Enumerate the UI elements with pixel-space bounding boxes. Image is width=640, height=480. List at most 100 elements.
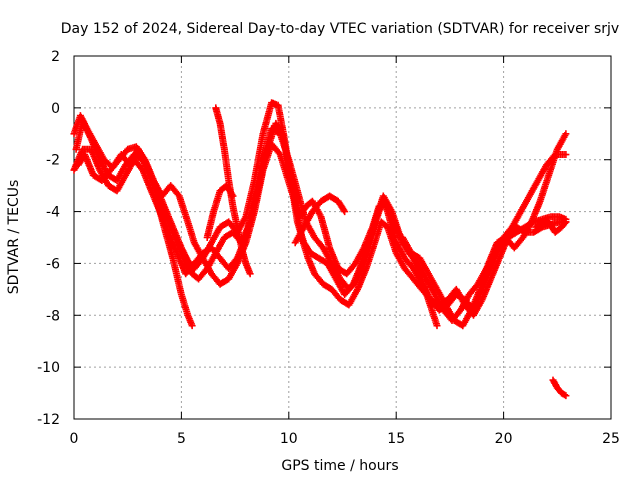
y-axis-label: SDTVAR / TECUs [6, 180, 22, 295]
data-point [308, 199, 324, 216]
data-point [225, 256, 240, 273]
series-seg-7 [549, 376, 570, 400]
data-point [401, 254, 416, 271]
data-point [250, 132, 267, 184]
data-point [341, 208, 349, 216]
data-point [431, 291, 446, 312]
data-point [319, 280, 334, 292]
data-point [285, 156, 301, 193]
series-track-d [70, 125, 570, 324]
data-point [212, 104, 224, 126]
data-point [345, 277, 360, 293]
data-point [416, 270, 432, 302]
data-point [328, 259, 343, 281]
data-point [388, 208, 404, 240]
data-point [210, 189, 223, 216]
data-point [113, 173, 129, 195]
data-point [184, 218, 198, 245]
data-point [81, 151, 97, 177]
data-point [525, 178, 541, 200]
y-tick-label: -6 [46, 256, 60, 272]
data-point [424, 270, 440, 292]
data-point [229, 192, 237, 200]
data-point [242, 178, 258, 221]
data-point [79, 117, 94, 141]
y-tick-label: -8 [46, 308, 60, 324]
data-point [416, 254, 431, 276]
data-point [175, 192, 191, 224]
chart-title: Day 152 of 2024, Sidereal Day-to-day VTE… [61, 21, 619, 37]
y-tick-label: 0 [51, 101, 60, 117]
data-point [354, 266, 369, 293]
data-point [87, 135, 103, 162]
data-point [508, 209, 524, 231]
series-seg-1 [152, 192, 196, 330]
data-point [362, 241, 378, 273]
data-point [276, 151, 290, 177]
data-point [433, 322, 441, 330]
data-point [268, 140, 283, 157]
data-point [510, 235, 526, 252]
data-point [392, 249, 408, 271]
data-point [371, 220, 385, 247]
data-point [203, 209, 217, 241]
data-point [246, 270, 254, 278]
data-point [208, 244, 223, 261]
data-point [433, 285, 449, 307]
data-point [528, 199, 543, 226]
data-point [482, 251, 498, 273]
data-point [177, 291, 191, 317]
data-point [70, 147, 86, 174]
data-point [173, 239, 189, 266]
data-point [379, 192, 395, 214]
data-point [326, 244, 341, 271]
data-point [324, 259, 339, 281]
data-point [553, 132, 569, 153]
data-point [551, 224, 564, 236]
data-point [223, 182, 236, 198]
data-point [424, 296, 440, 328]
data-point [233, 223, 245, 250]
data-point [401, 265, 416, 281]
data-point [317, 213, 333, 250]
data-point [139, 166, 155, 193]
data-point [276, 130, 292, 162]
data-point [160, 223, 176, 260]
data-point [334, 197, 348, 214]
data-point [259, 126, 275, 164]
data-point [113, 163, 129, 184]
plot-frame [73, 55, 612, 420]
data-point [293, 187, 309, 224]
data-point [543, 152, 558, 169]
data-point [519, 220, 535, 241]
data-point [362, 220, 378, 257]
grid [74, 56, 611, 419]
data-point [328, 285, 343, 302]
y-tick-label: -12 [37, 412, 60, 428]
data-point [491, 235, 507, 257]
x-tick-label: 15 [387, 431, 405, 447]
data-point [448, 308, 463, 324]
data-point [283, 171, 296, 198]
data-point [532, 219, 545, 231]
data-point [536, 173, 552, 205]
data-point [459, 308, 474, 330]
series-seg-5 [399, 234, 441, 330]
data-point [517, 194, 532, 216]
y-tick-label: -10 [37, 360, 60, 376]
data-point [457, 292, 472, 314]
data-point [182, 261, 197, 278]
data-point [311, 234, 326, 250]
data-point [242, 199, 258, 241]
data-point [319, 244, 335, 266]
data-point [562, 218, 570, 226]
data-point [291, 225, 307, 247]
data-point [500, 225, 515, 241]
data-point [549, 376, 560, 390]
data-point [130, 156, 145, 173]
data-point [474, 266, 489, 288]
data-point [399, 234, 414, 255]
data-point [345, 287, 361, 309]
data-point [298, 234, 311, 260]
